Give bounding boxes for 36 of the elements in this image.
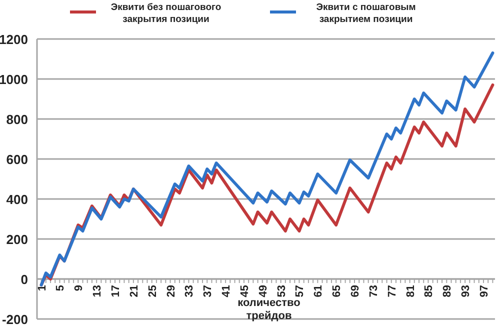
- y-tick-label: 600: [6, 152, 28, 167]
- x-tick-label: 85: [423, 285, 436, 298]
- y-tick-label: 400: [6, 192, 28, 207]
- y-tick-label: 800: [6, 112, 28, 127]
- x-tick-label: 1: [36, 285, 48, 292]
- y-tick-label: 0: [20, 272, 28, 287]
- y-tick-label: 1200: [0, 32, 28, 47]
- x-tick-label: 69: [350, 285, 362, 298]
- y-tick-label: 200: [6, 232, 28, 247]
- x-tick-label: 65: [331, 285, 344, 298]
- x-tick-label: 33: [184, 285, 196, 298]
- x-tick-label: 57: [294, 285, 306, 298]
- x-tick-label: 17: [110, 285, 122, 298]
- x-tick-label: 81: [404, 285, 417, 298]
- x-tick-label: 97: [478, 285, 490, 298]
- x-tick-label: 77: [386, 285, 398, 298]
- x-tick-label: 5: [54, 285, 67, 292]
- x-tick-label: 49: [257, 285, 270, 298]
- x-tick-label: 89: [442, 285, 454, 298]
- x-tick-label: 45: [238, 285, 251, 298]
- x-axis-title: количество трейдов: [238, 297, 301, 322]
- legend-label: Эквити без пошагового закрытия позиции: [110, 2, 222, 25]
- x-tick-label: 37: [202, 285, 214, 298]
- x-tick-label: 93: [460, 285, 472, 298]
- y-tick-label: -200: [2, 312, 28, 327]
- x-tick-label: 29: [165, 285, 178, 298]
- x-tick-label: 53: [276, 285, 288, 298]
- x-tick-label: 61: [312, 285, 325, 298]
- y-tick-label: 1000: [0, 72, 28, 87]
- x-tick-label: 9: [73, 285, 86, 292]
- x-tick-label: 21: [128, 285, 140, 298]
- x-tick-label: 25: [146, 285, 159, 298]
- legend-label: Эквити с пошаговым закрытием позиции: [316, 2, 416, 25]
- x-tick-label: 41: [220, 285, 233, 298]
- x-tick-label: 73: [368, 285, 380, 298]
- x-tick-label: 13: [92, 285, 104, 298]
